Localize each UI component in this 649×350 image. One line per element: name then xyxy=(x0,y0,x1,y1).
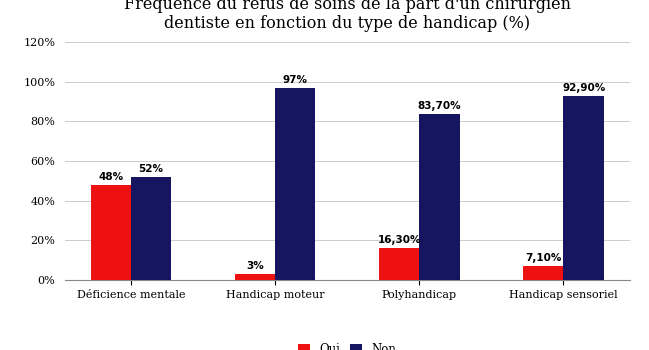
Bar xyxy=(563,96,604,280)
Legend: Oui, Non: Oui, Non xyxy=(293,338,401,350)
Text: 48%: 48% xyxy=(98,172,123,182)
Bar xyxy=(131,177,171,280)
Text: 16,30%: 16,30% xyxy=(377,235,421,245)
Text: 52%: 52% xyxy=(139,164,164,174)
Bar xyxy=(91,185,131,280)
Bar xyxy=(235,274,275,280)
Text: 83,70%: 83,70% xyxy=(418,101,461,111)
Text: 92,90%: 92,90% xyxy=(562,83,606,93)
Bar xyxy=(275,88,315,280)
Bar xyxy=(379,248,419,280)
Text: 97%: 97% xyxy=(283,75,308,85)
Text: 7,10%: 7,10% xyxy=(525,253,561,263)
Bar xyxy=(523,266,563,280)
Text: 3%: 3% xyxy=(246,261,263,271)
Title: Fréquence du refus de soins de la part d'un chirurgien
dentiste en fonction du t: Fréquence du refus de soins de la part d… xyxy=(124,0,570,32)
Bar xyxy=(419,114,459,280)
